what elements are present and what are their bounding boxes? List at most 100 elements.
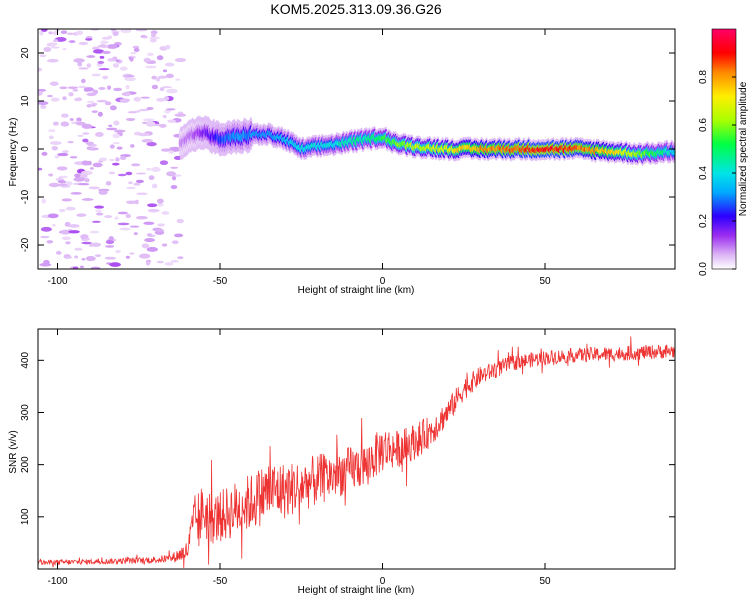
spectrogram-noise-cell xyxy=(39,30,44,36)
spectrogram-noise-cell xyxy=(94,205,105,209)
spectrogram-noise-cell xyxy=(97,111,103,117)
colorbar-ticks: 0.0 0.2 0.4 0.6 0.8 xyxy=(698,70,736,276)
spectrogram-noise-cell xyxy=(129,252,135,255)
spectrogram-noise-cell xyxy=(57,183,68,187)
spectrogram-noise-cell xyxy=(120,29,132,34)
spectrogram-noise-cell xyxy=(77,61,83,67)
spectrogram-noise-cell xyxy=(133,232,138,235)
spectrogram-noise-cell xyxy=(58,208,66,213)
snr-x-label: Height of straight line (km) xyxy=(298,585,415,596)
spectrogram-noise-cell xyxy=(78,41,89,46)
spectrogram-noise-cell xyxy=(91,73,101,77)
spectrogram-noise-cell xyxy=(151,166,161,173)
spectrogram-noise-cell xyxy=(91,46,100,50)
spectrogram-noise-cell xyxy=(65,256,73,259)
spectrogram-noise-cell xyxy=(125,75,135,78)
spectrogram-noise-cell xyxy=(49,81,59,86)
spectrogram-noise-cell xyxy=(171,176,177,181)
x-tick-label: -50 xyxy=(213,576,228,587)
colorbar-tick-label: 0.8 xyxy=(698,70,709,84)
spectrogram-noise-cell xyxy=(133,47,140,53)
spectrogram-noise-cell xyxy=(81,258,86,261)
spectrogram-noise-cell xyxy=(81,123,93,129)
spectrogram-noise-cell xyxy=(155,229,165,232)
spectrogram-noise-cell xyxy=(95,209,103,213)
spectrogram-noise-cell xyxy=(56,166,68,171)
spectrogram-noise-cell xyxy=(125,213,131,219)
spectrogram-noise-cell xyxy=(59,86,68,90)
colorbar-tick-label: 0.0 xyxy=(698,262,709,276)
spectrogram-noise-cell xyxy=(76,213,87,217)
spectrogram-noise-cell xyxy=(133,96,142,102)
spectrogram-noise-cell xyxy=(164,62,175,67)
spectrogram-noise-cell xyxy=(113,120,120,126)
snr-y-ticks: 100 200 300 400 xyxy=(20,352,675,525)
spectrogram-noise-cell xyxy=(119,156,127,161)
spectrogram-noise-cell xyxy=(130,144,135,148)
spectrogram-noise-cell xyxy=(48,135,54,140)
spectrogram-noise-cell xyxy=(46,58,59,63)
spectrogram-noise-cell xyxy=(165,88,178,94)
spectrogram-noise-cell xyxy=(113,87,123,92)
snr-series-line xyxy=(38,336,675,568)
y-tick-label: 200 xyxy=(20,456,31,473)
spectrogram-noise-cell xyxy=(47,94,53,98)
spectrogram-noise-cell xyxy=(109,262,121,267)
spectrogram-noise-cell xyxy=(49,141,62,145)
colorbar-label: Normalized spectral amplitude xyxy=(738,81,749,216)
spectrogram-noise-cell xyxy=(53,39,59,43)
spectrogram-noise-cell xyxy=(38,101,49,106)
spectrogram-noise-cell xyxy=(80,78,86,84)
spectrogram-noise-cell xyxy=(83,87,94,92)
spectrogram-noise-cell xyxy=(108,124,113,127)
spectrogram-noise-cell xyxy=(55,250,62,255)
spectrogram-noise-cell xyxy=(104,215,113,219)
spectrogram-noise-cell xyxy=(102,75,109,80)
spectrogram-noise-cell xyxy=(162,69,168,73)
spectrogram-noise-cell xyxy=(117,173,127,177)
spectrogram-noise-cell xyxy=(82,162,90,166)
spectrogram-noise-cell xyxy=(60,229,72,235)
spectrogram-noise-cell xyxy=(54,155,60,159)
spectrogram-noise-cell xyxy=(105,245,115,248)
spectrogram-noise-cell xyxy=(87,147,95,150)
spectrogram-noise-cell xyxy=(171,240,179,245)
colorbar-tick-label: 0.6 xyxy=(698,118,709,132)
y-tick-label: 100 xyxy=(20,508,31,525)
spectrogram-noise-cell xyxy=(78,67,89,70)
spectrogram-noise-cell xyxy=(157,203,164,207)
spectrogram-noise-cell xyxy=(100,40,109,45)
spectrogram-noise-cell xyxy=(39,54,47,58)
x-tick-label: 0 xyxy=(380,576,386,587)
spectrogram-noise-cell xyxy=(145,65,157,69)
spectrogram-noise-cell xyxy=(57,179,66,184)
spectrogram-noise-cell xyxy=(131,163,141,167)
spectrogram-noise-cell xyxy=(43,46,52,53)
spectrogram-noise-cell xyxy=(99,55,105,59)
spectrogram-noise-cell xyxy=(165,73,174,79)
spectrogram-noise-cell xyxy=(161,86,172,89)
spectrogram-noise-cell xyxy=(161,211,170,215)
spectrogram-noise-cell xyxy=(81,241,92,245)
spectrogram-noise-cell xyxy=(84,178,90,183)
spectrogram-noise-cell xyxy=(75,30,84,36)
spectrogram-noise-cell xyxy=(170,166,179,169)
spectrogram-noise-cell xyxy=(125,117,136,121)
spectrogram-noise-cell xyxy=(156,55,164,61)
spectrogram-noise-cell xyxy=(160,148,171,152)
spectrogram-noise-cell xyxy=(74,247,83,251)
spectrogram-ridge-cell xyxy=(672,149,675,156)
spectrogram-noise-cell xyxy=(170,260,179,263)
spectrogram-noise-cell xyxy=(88,186,100,190)
spectrogram-noise-cell xyxy=(50,46,60,49)
spectrogram-noise-cell xyxy=(151,183,158,189)
spectrogram-noise-cell xyxy=(85,38,93,41)
spectrogram-noise-cell xyxy=(106,127,118,131)
spectrogram-noise-cell xyxy=(97,60,105,65)
spectrogram-noise-cell xyxy=(113,129,126,133)
snr-frame xyxy=(37,328,676,570)
spectrogram-noise-cell xyxy=(121,92,126,96)
spectrogram-noise-cell xyxy=(98,190,108,195)
spectrogram-noise-cell xyxy=(156,97,166,102)
spectrogram-noise-cell xyxy=(86,55,96,58)
